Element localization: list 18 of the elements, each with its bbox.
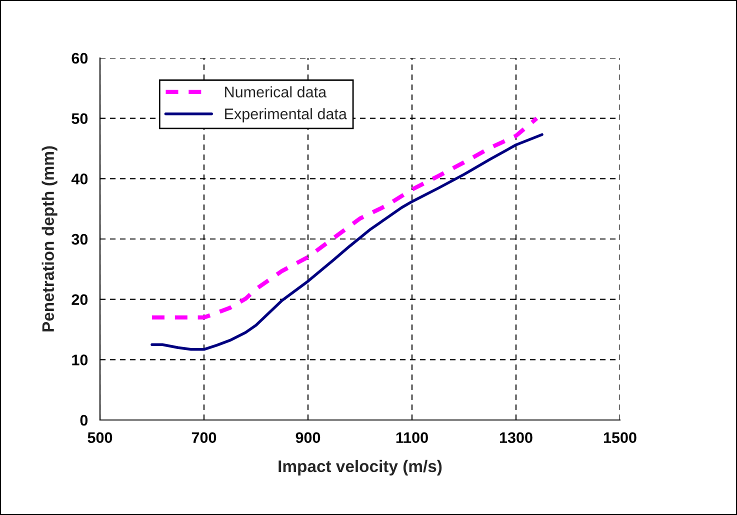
y-tick-label: 60 [72, 52, 88, 64]
x-tick-label: 900 [296, 432, 320, 444]
y-tick-label: 0 [80, 414, 88, 426]
x-tick-label: 500 [88, 432, 112, 444]
x-tick-label: 1500 [604, 432, 636, 444]
y-tick-label: 10 [72, 354, 88, 366]
legend-label: Experimental data [225, 108, 347, 122]
legend-label: Numerical data [225, 86, 327, 98]
x-axis-title: Impact velocity (m/s) [278, 460, 442, 476]
y-tick-label: 50 [72, 113, 88, 124]
x-tick-label: 700 [192, 432, 216, 444]
y-tick-label: 40 [71, 174, 88, 184]
line-series [150, 133, 544, 351]
x-tick-label: 1300 [500, 432, 532, 444]
x-tick-label: 1100 [396, 432, 428, 444]
y-tick-label: 20 [72, 294, 88, 306]
y-tick-label: 30 [72, 234, 88, 245]
y-axis-title: Penetration depth (mm) [42, 146, 58, 332]
